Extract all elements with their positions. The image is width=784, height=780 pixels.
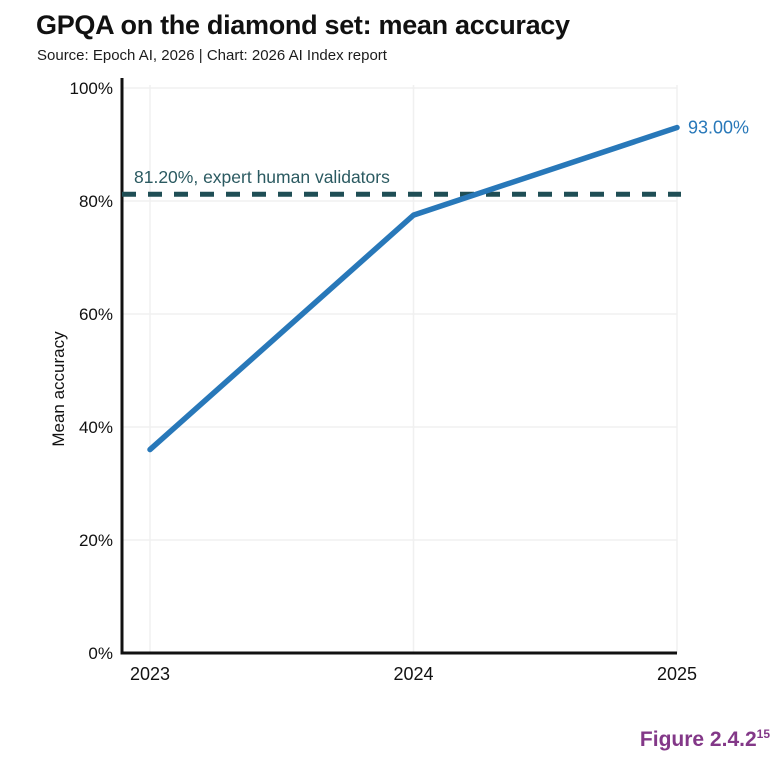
series-end-value-label: 93.00% <box>688 118 749 138</box>
chart-plot-area: 0% 20% 40% 60% 80% 100% 2023 2024 2025 81.20%, ex… <box>70 78 749 684</box>
x-tick-label: 2024 <box>393 664 433 684</box>
chart-source-line: Source: Epoch AI, 2026 | Chart: 2026 AI … <box>37 47 387 64</box>
figure-caption-superscript: 15 <box>756 727 770 741</box>
chart-title: GPQA on the diamond set: mean accuracy <box>36 10 570 40</box>
y-tick-label: 20% <box>79 531 113 550</box>
y-tick-label: 80% <box>79 192 113 211</box>
human-baseline-label: 81.20%, expert human validators <box>134 167 390 187</box>
figure-caption-label: Figure 2.4.2 <box>639 728 757 751</box>
y-axis-title: Mean accuracy <box>49 331 68 447</box>
y-tick-label: 40% <box>79 418 113 437</box>
figure-caption: Figure 2.4.215 <box>640 728 770 752</box>
y-tick-label: 60% <box>79 305 113 324</box>
y-tick-label: 0% <box>88 644 113 663</box>
y-tick-label: 100% <box>70 79 113 98</box>
x-tick-label: 2025 <box>657 664 697 684</box>
series-line <box>147 124 680 453</box>
x-tick-label: 2023 <box>130 664 170 684</box>
